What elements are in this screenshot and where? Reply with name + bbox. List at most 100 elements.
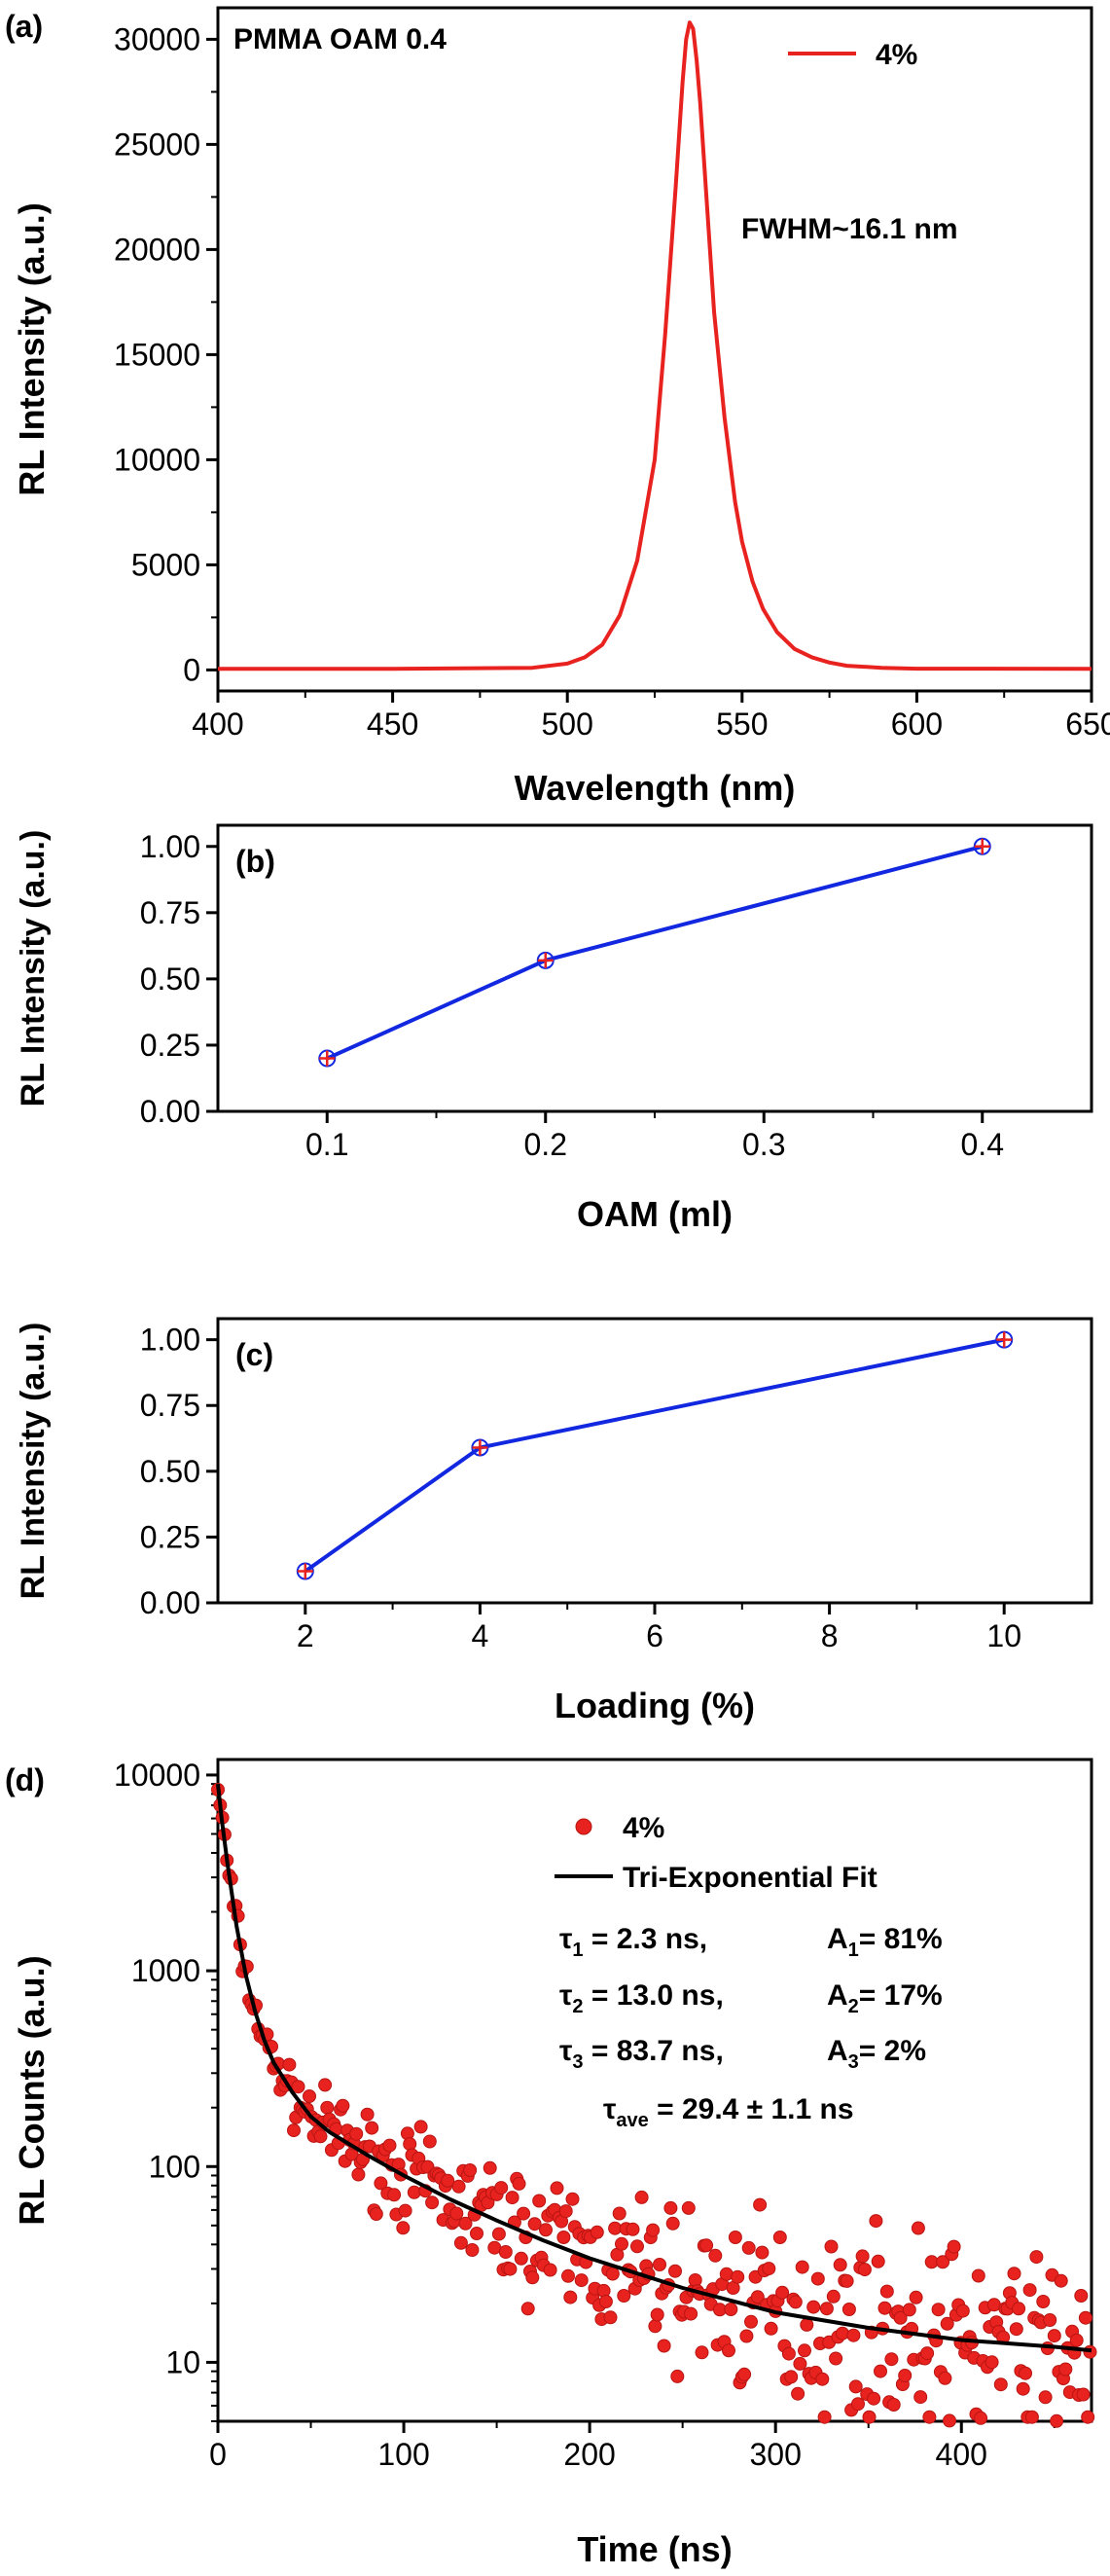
data-marker xyxy=(598,2295,613,2308)
data-marker xyxy=(938,2371,952,2385)
data-marker xyxy=(762,2262,776,2276)
data-marker xyxy=(737,2367,752,2381)
data-marker xyxy=(800,2317,814,2332)
y-tick-label: 20000 xyxy=(114,232,200,267)
data-marker xyxy=(947,2239,961,2254)
y-axis-label: RL Intensity (a.u.) xyxy=(12,202,52,495)
legend-label-fit: Tri-Exponential Fit xyxy=(623,1862,877,1894)
data-marker xyxy=(494,2181,509,2195)
plot-frame xyxy=(216,1758,1093,2423)
x-tick-label: 300 xyxy=(749,2437,801,2472)
data-marker xyxy=(282,2057,297,2072)
x-tick-label: 100 xyxy=(377,2437,429,2472)
data-marker xyxy=(985,2355,999,2370)
data-marker xyxy=(722,2343,735,2358)
data-marker xyxy=(605,2267,620,2281)
data-marker xyxy=(1043,2313,1057,2327)
y-tick-label: 10000 xyxy=(114,442,200,477)
fit-tau3-value: = 83.7 ns, xyxy=(584,2035,724,2067)
data-marker xyxy=(650,2307,664,2322)
fit-a2: A2= 17% xyxy=(827,1979,943,2017)
data-marker xyxy=(879,2284,894,2299)
y-tick-label: 0.75 xyxy=(140,895,200,930)
data-marker xyxy=(603,2310,618,2325)
x-tick-label: 600 xyxy=(891,707,943,742)
data-marker xyxy=(750,2290,765,2304)
data-marker xyxy=(936,2255,950,2269)
data-marker xyxy=(565,2192,580,2206)
legend-label-4pct: 4% xyxy=(623,1812,664,1844)
data-marker xyxy=(920,2346,935,2361)
data-marker xyxy=(349,2126,364,2141)
data-marker xyxy=(971,2268,985,2283)
data-marker xyxy=(550,2181,564,2195)
data-marker xyxy=(806,2300,821,2314)
data-marker xyxy=(422,2134,437,2149)
tri-exponential-fit-line xyxy=(216,1783,1092,2353)
data-marker xyxy=(836,2326,849,2340)
data-marker xyxy=(498,2245,513,2259)
data-marker xyxy=(1047,2329,1061,2343)
fit-a1-subscript: 1 xyxy=(848,1940,859,1961)
panel-label: (b) xyxy=(235,844,275,879)
data-marker xyxy=(788,2295,803,2309)
sample-annotation: PMMA OAM 0.4 xyxy=(233,23,447,55)
x-tick-label: 200 xyxy=(563,2437,615,2472)
x-tick-label: 450 xyxy=(367,707,418,742)
panel-label: (d) xyxy=(5,1762,45,1797)
data-marker xyxy=(525,2270,540,2285)
data-marker xyxy=(824,2239,839,2254)
data-marker xyxy=(505,2191,519,2205)
data-marker xyxy=(617,2289,631,2303)
x-tick-label: 400 xyxy=(192,707,243,742)
data-marker xyxy=(318,2078,333,2092)
data-marker xyxy=(755,2245,770,2260)
data-marker xyxy=(1074,2289,1089,2303)
x-tick-label: 0.4 xyxy=(961,1127,1004,1162)
data-marker xyxy=(615,2236,628,2251)
data-marker xyxy=(503,2262,518,2276)
y-tick-label: 30000 xyxy=(114,21,200,56)
fit-a2-subscript: 2 xyxy=(848,1996,859,2017)
data-marker xyxy=(1016,2381,1030,2396)
data-marker xyxy=(527,2217,542,2231)
data-marker xyxy=(719,2267,734,2281)
data-marker xyxy=(407,2185,421,2199)
panel-c: 2 4 6 8 10 0.00 0.25 0.50 0.75 1.00 Loading (%) RL … xyxy=(15,1317,1093,1725)
fit-a1: A1= 81% xyxy=(827,1923,943,1961)
data-marker xyxy=(898,2369,913,2382)
data-marker xyxy=(1019,2366,1032,2380)
data-marker xyxy=(911,2221,925,2235)
data-marker xyxy=(626,2222,640,2236)
y-tick-label: 0 xyxy=(183,652,200,687)
data-marker xyxy=(909,2290,923,2304)
data-marker xyxy=(360,2107,375,2122)
data-marker xyxy=(775,2285,790,2300)
data-marker xyxy=(387,2188,402,2202)
y-tick-label: 5000 xyxy=(131,547,200,582)
data-marker xyxy=(287,2123,301,2138)
data-marker xyxy=(382,2138,397,2153)
data-marker xyxy=(871,2254,885,2268)
data-marker xyxy=(731,2269,745,2284)
data-marker xyxy=(993,2377,1008,2392)
data-marker xyxy=(483,2160,497,2175)
data-marker xyxy=(798,2343,811,2358)
data-marker xyxy=(1058,2362,1073,2376)
x-tick-label: 2 xyxy=(297,1618,314,1653)
y-tick-label: 0.00 xyxy=(140,1094,200,1129)
y-tick-label: 25000 xyxy=(114,127,200,162)
data-marker xyxy=(688,2273,702,2287)
y-tick-label: 1000 xyxy=(131,1953,200,1988)
data-marker xyxy=(374,2176,388,2191)
y-tick-label: 0.25 xyxy=(140,1028,200,1063)
data-marker xyxy=(517,2206,531,2221)
panel-d: 0 100 200 300 400 10 100 1000 10000 Time (ns) RL C… xyxy=(5,1758,1097,2569)
data-marker xyxy=(453,2235,468,2250)
data-marker xyxy=(539,2223,553,2237)
legend-marker-4pct xyxy=(575,1818,592,1835)
data-marker xyxy=(558,2204,573,2219)
x-tick-label: 4 xyxy=(472,1618,489,1653)
data-marker xyxy=(728,2231,742,2244)
data-marker xyxy=(458,2216,473,2231)
